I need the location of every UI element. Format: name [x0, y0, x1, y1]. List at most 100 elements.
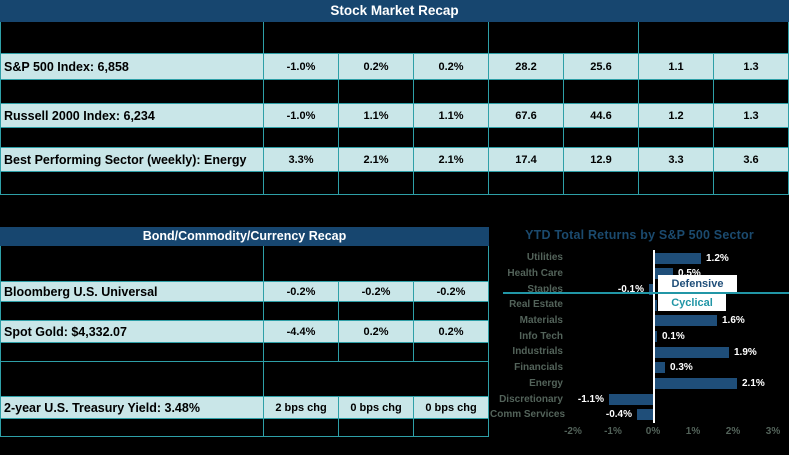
chart-category-label: Utilities: [526, 252, 563, 264]
row-value: 44.6: [563, 103, 638, 128]
chart-bar-area: 2.1%: [568, 376, 789, 392]
row-value: 0.2%: [413, 320, 488, 343]
spacer-row: [1, 302, 488, 320]
chart-bar-area: 1.9%: [568, 344, 789, 360]
stock-market-recap-table: Stock Market Recap S&P 500 Index: 6,858 …: [0, 0, 789, 195]
header-spacer: [413, 246, 488, 281]
chart-bar: [653, 315, 717, 327]
row-value: 3.3: [638, 147, 713, 172]
table-row-spot-gold: Spot Gold: $4,332.07 -4.4% 0.2% 0.2%: [1, 320, 488, 343]
chart-bar-area: 0.3%: [568, 360, 789, 376]
header-group-divider: [263, 246, 338, 281]
row-label: Bloomberg U.S. Universal: [1, 281, 263, 302]
chart-category-label: Financials: [514, 362, 563, 374]
row-value: 0.2%: [413, 53, 488, 80]
chart-bar: [609, 393, 653, 405]
row-value: -1.0%: [263, 53, 338, 80]
chart-plot-area: Utilities 1.2% Health Care 0.5% Staples -0.1%…: [490, 250, 789, 423]
chart-bar: [649, 283, 653, 295]
hidden-header-row: [1, 22, 788, 53]
row-value: 3.3%: [263, 147, 338, 172]
row-value: 25.6: [563, 53, 638, 80]
chart-value-label: 1.2%: [706, 252, 729, 264]
row-value: -4.4%: [263, 320, 338, 343]
x-tick-label: 2%: [725, 426, 741, 437]
row-value: 0.2%: [338, 320, 413, 343]
row-label: Best Performing Sector (weekly): Energy: [1, 147, 263, 172]
row-value: 2.1%: [338, 147, 413, 172]
spacer-row: [1, 172, 788, 194]
row-value: 1.3: [713, 103, 788, 128]
table-row-best-sector: Best Performing Sector (weekly): Energy …: [1, 147, 788, 172]
chart-value-label: 0.1%: [662, 330, 685, 342]
table-row-russell2000: Russell 2000 Index: 6,234 -1.0% 1.1% 1.1…: [1, 103, 788, 128]
chart-category-label: Discretionary: [499, 393, 563, 405]
chart-value-label: -1.1%: [577, 393, 604, 405]
row-value: 1.1%: [338, 103, 413, 128]
chart-row-health-care: Health Care 0.5%: [490, 266, 789, 282]
table-row-bloomberg: Bloomberg U.S. Universal -0.2% -0.2% -0.…: [1, 281, 488, 302]
chart-category-label: Materials: [519, 315, 563, 327]
row-value: 1.3: [713, 53, 788, 80]
chart-bar-area: 0.5%: [568, 266, 789, 282]
legend-defensive-label: Defensive: [671, 277, 724, 290]
spacer-row: [1, 128, 788, 147]
row-value: 1.1%: [413, 103, 488, 128]
legend-defensive: Defensive: [658, 275, 737, 292]
row-value: 0.2%: [338, 53, 413, 80]
chart-row-energy: Energy 2.1%: [490, 376, 789, 392]
defensive-cyclical-separator-line: [503, 292, 789, 294]
chart-bar: [637, 409, 653, 421]
table-row-sp500: S&P 500 Index: 6,858 -1.0% 0.2% 0.2% 28.…: [1, 53, 788, 80]
header-spacer: [338, 246, 413, 281]
chart-row-real-estate: Real Estate0.1%: [490, 297, 789, 313]
chart-category-label: Energy: [529, 377, 563, 389]
chart-row-info-tech: Info Tech 0.1%: [490, 328, 789, 344]
chart-row-financials: Financials 0.3%: [490, 360, 789, 376]
row-value: 28.2: [488, 53, 563, 80]
x-tick-label: 0%: [645, 426, 661, 437]
chart-bar-area: -1.1%: [568, 391, 789, 407]
chart-row-materials: Materials 1.6%: [490, 313, 789, 329]
bond-commodity-currency-table: Bond/Commodity/Currency Recap Bloomberg …: [0, 227, 489, 437]
chart-category-label: Health Care: [507, 268, 563, 280]
chart-bar-area: 1.2%: [568, 250, 789, 266]
stock-recap-title: Stock Market Recap: [0, 0, 789, 22]
row-label: S&P 500 Index: 6,858: [1, 53, 263, 80]
row-label: 2-year U.S. Treasury Yield: 3.48%: [1, 396, 263, 419]
row-value: -1.0%: [263, 103, 338, 128]
chart-category-label: Info Tech: [519, 330, 563, 342]
spacer-row: [1, 343, 488, 362]
header-group-divider: [263, 22, 338, 53]
row-value: 0 bps chg: [413, 396, 488, 419]
header-spacer: [1, 22, 263, 53]
chart-bar: [653, 330, 657, 342]
chart-value-label: -0.1%: [617, 283, 644, 295]
chart-bar: [653, 268, 673, 280]
hidden-section-row: [1, 362, 488, 396]
x-tick-label: 1%: [685, 426, 701, 437]
chart-bar-area: 0.1%: [568, 328, 789, 344]
chart-bar-area: -0.1%: [568, 281, 789, 297]
row-value: 17.4: [488, 147, 563, 172]
chart-title: YTD Total Returns by S&P 500 Sector: [525, 228, 754, 242]
header-group-divider: [488, 22, 563, 53]
row-value: 1.2: [638, 103, 713, 128]
row-value: 1.1: [638, 53, 713, 80]
hidden-header-row: [1, 246, 488, 281]
chart-category-label: Staples: [527, 283, 563, 295]
chart-row-discretionary: Discretionary -1.1%: [490, 391, 789, 407]
legend-cyclical-label: Cyclical: [671, 296, 713, 309]
row-value: 67.6: [488, 103, 563, 128]
chart-row-industrials: Industrials 1.9%: [490, 344, 789, 360]
header-group-divider: [638, 22, 713, 53]
chart-bar: [653, 252, 701, 264]
header-spacer: [713, 22, 788, 53]
chart-bar-area: -0.4%: [568, 407, 789, 423]
chart-value-label: 2.1%: [742, 378, 765, 389]
row-value: -0.2%: [338, 281, 413, 302]
chart-bar: [653, 362, 665, 374]
chart-bar: [653, 346, 729, 358]
chart-row-comm-services: Comm Services -0.4%: [490, 407, 789, 423]
